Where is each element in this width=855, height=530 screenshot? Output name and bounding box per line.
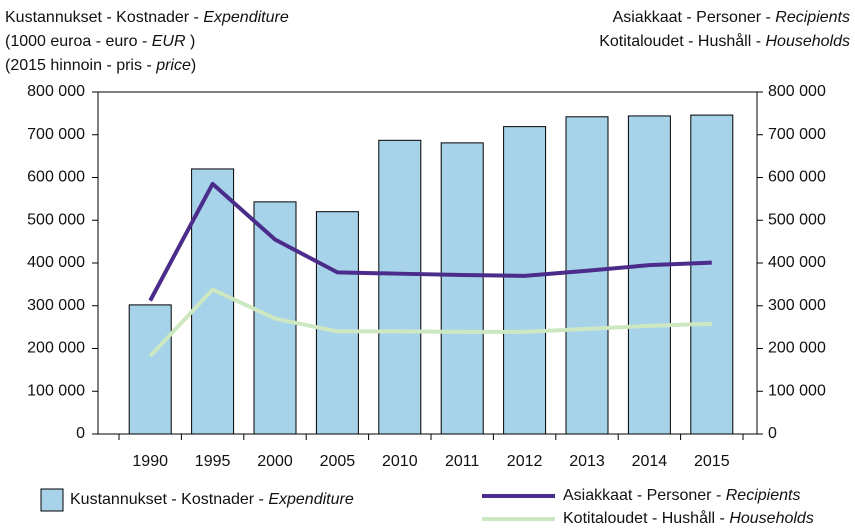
bar [690,114,734,435]
x-tick-label: 2005 [320,453,356,470]
right-axis-title: Kotitaloudet - Hushåll - Households [599,32,850,50]
y-tick-label: 400 000 [27,254,85,271]
bar [503,126,547,435]
y-tick-label: 700 000 [27,126,85,143]
x-tick-label: 2015 [694,453,730,470]
x-tick-label: 1990 [132,453,168,470]
bar [315,211,359,435]
legend-label: Kustannukset - Kostnader - Expenditure [70,491,354,508]
bar [440,142,484,435]
plot-frame [97,91,758,435]
y2-tick-label: 300 000 [768,297,826,314]
x-tick-label: 2014 [632,453,668,470]
legend-swatch [40,488,64,512]
bar [378,139,422,435]
y-tick-label: 600 000 [27,169,85,186]
right-axis-title: Asiakkaat - Personer - Recipients [613,9,850,26]
y2-tick-label: 700 000 [768,126,826,143]
x-tick-label: 2012 [507,453,543,470]
y-tick-label: 0 [76,425,85,442]
legend-label: Kotitaloudet - Hushåll - Households [563,509,814,527]
y-tick-label: 200 000 [27,340,85,357]
y-tick-label: 800 000 [27,83,85,100]
x-tick-label: 1995 [195,453,231,470]
y2-tick-label: 800 000 [768,83,826,100]
x-tick-label: 2010 [382,453,418,470]
legend-label: Asiakkaat - Personer - Recipients [563,487,800,504]
y2-tick-label: 200 000 [768,340,826,357]
y2-tick-label: 600 000 [768,169,826,186]
x-tick-label: 2013 [569,453,605,470]
x-tick-label: 2011 [445,453,480,470]
y2-tick-label: 400 000 [768,254,826,271]
y2-tick-label: 0 [768,425,777,442]
bar [565,116,609,435]
y-tick-label: 500 000 [27,211,85,228]
left-axis-title: (1000 euroa - euro - EUR ) [5,33,195,50]
line [148,181,712,302]
x-tick-label: 2000 [257,453,293,470]
y-tick-label: 300 000 [27,297,85,314]
y2-tick-label: 500 000 [768,211,826,228]
y-tick-label: 100 000 [27,382,85,399]
line [148,287,712,358]
y2-tick-label: 100 000 [768,382,826,399]
bar [627,115,671,435]
bar [128,304,172,435]
left-axis-title: (2015 hinnoin - pris - price) [5,57,196,74]
left-axis-title: Kustannukset - Kostnader - Expenditure [5,9,289,26]
